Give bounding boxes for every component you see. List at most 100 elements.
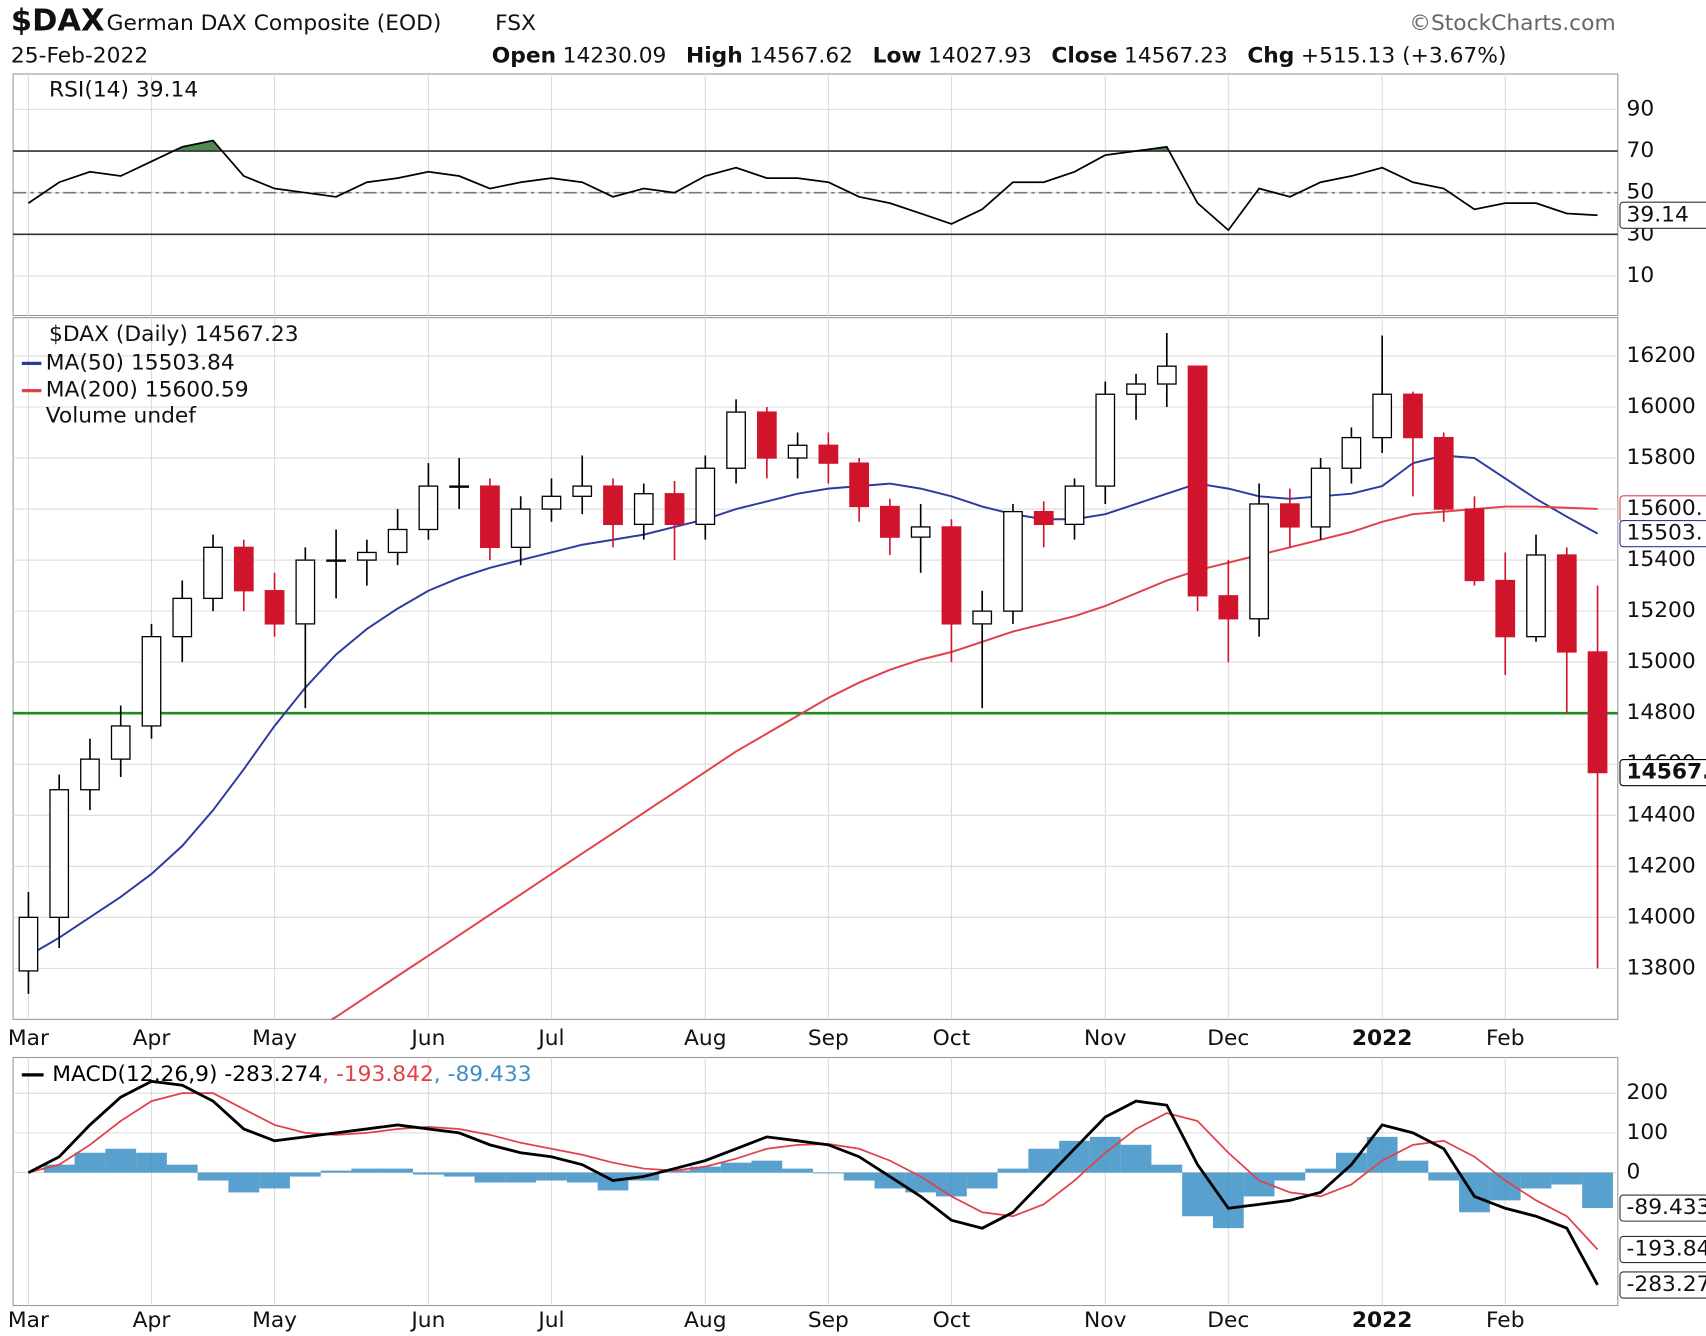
candle-body xyxy=(1403,393,1423,439)
quote-value: 14230.09 xyxy=(563,44,667,69)
histogram-bar xyxy=(1028,1148,1060,1173)
candle-body xyxy=(480,485,500,548)
y-tick-label: 70 xyxy=(1627,138,1655,163)
candle-body xyxy=(1587,651,1608,774)
histogram-bar xyxy=(997,1168,1029,1173)
candle-body xyxy=(1249,503,1269,620)
candle-body xyxy=(1218,595,1239,620)
histogram-bar xyxy=(443,1172,475,1177)
x-tick-label: Feb xyxy=(1486,1026,1525,1051)
candle-body xyxy=(880,505,900,538)
legend-title: RSI(14) 39.14 xyxy=(49,77,198,102)
candle-body xyxy=(1464,508,1485,582)
candle-body xyxy=(787,444,808,459)
x-tick-label: Nov xyxy=(1084,1308,1127,1333)
quote-label: Chg xyxy=(1247,44,1294,69)
quote-label: Low xyxy=(873,44,922,69)
candle-body xyxy=(203,546,223,600)
histogram-bar xyxy=(1551,1172,1583,1185)
candle-body xyxy=(449,485,470,488)
candle-body xyxy=(1095,393,1116,487)
legend-title: $DAX (Daily) 14567.23 xyxy=(49,322,299,347)
histogram-bar xyxy=(1305,1168,1337,1173)
histogram-bar xyxy=(905,1172,937,1193)
x-tick-label: Mar xyxy=(8,1026,49,1051)
rsi-line xyxy=(27,139,1598,232)
histogram-bar xyxy=(320,1170,352,1173)
candle-body xyxy=(1341,436,1362,469)
candle-body xyxy=(1556,554,1577,653)
macd-line xyxy=(27,1079,1599,1286)
candle-body xyxy=(387,528,408,554)
histogram-bar xyxy=(136,1152,167,1173)
histogram-bar xyxy=(74,1152,106,1173)
candle-body xyxy=(1495,579,1516,638)
quote: Open 14230.09 High 14567.62 Low 14027.93 Close… xyxy=(492,44,1507,69)
histogram-bar xyxy=(228,1172,260,1193)
histogram-bar xyxy=(1397,1160,1429,1173)
candle-body xyxy=(141,635,162,727)
candle-body xyxy=(633,493,654,526)
candle-body xyxy=(972,610,993,625)
histogram-bar xyxy=(812,1172,844,1174)
candle-body xyxy=(18,916,39,972)
value-tag-label: 15503. xyxy=(1627,521,1703,546)
histogram-bar xyxy=(1089,1136,1121,1173)
histogram-bar xyxy=(966,1172,998,1189)
panel-frame xyxy=(12,317,1619,1020)
value-tag xyxy=(1619,1194,1706,1222)
value-tag-label: 14567. xyxy=(1627,760,1706,785)
histogram-bar xyxy=(382,1168,414,1173)
histogram-bar xyxy=(566,1172,598,1183)
legend-entry: , -89.433 xyxy=(434,1062,532,1087)
candle-body xyxy=(1279,503,1300,528)
candle-body xyxy=(603,485,623,526)
x-tick-label: Apr xyxy=(133,1026,171,1051)
legend-entry: Volume undef xyxy=(46,404,198,429)
y-tick-label: 14000 xyxy=(1627,904,1696,929)
x-tick-label: Nov xyxy=(1084,1026,1127,1051)
histogram-bar xyxy=(874,1172,906,1189)
histogram-bar xyxy=(1274,1172,1306,1181)
value-tag-label: -283.27 xyxy=(1627,1272,1706,1297)
candle-body xyxy=(1033,510,1054,526)
histogram-bar xyxy=(1059,1140,1090,1173)
quote-value: 14567.62 xyxy=(749,44,853,69)
quote-value: 14567.23 xyxy=(1124,44,1228,69)
histogram-bar xyxy=(1120,1144,1152,1173)
candle-body xyxy=(1310,467,1331,528)
histogram-bar xyxy=(1582,1172,1613,1209)
source: ©StockCharts.com xyxy=(1409,11,1615,36)
value-tag xyxy=(1619,758,1706,787)
candle-body xyxy=(326,559,346,562)
x-tick-label: 2022 xyxy=(1352,1308,1413,1333)
candle-body xyxy=(572,485,593,497)
histogram-bar xyxy=(1520,1172,1552,1189)
legend-entry: MA(50) 15503.84 xyxy=(46,350,235,375)
quote-label: High xyxy=(686,44,743,69)
quote-label: Open xyxy=(492,44,556,69)
candle-body xyxy=(418,485,439,531)
candle-body xyxy=(1156,365,1177,385)
candle-body xyxy=(356,551,377,561)
quote-value: +515.13 (+3.67%) xyxy=(1301,44,1507,69)
x-tick-label: Oct xyxy=(933,1026,971,1051)
candle-body xyxy=(172,597,193,638)
y-tick-label: 16200 xyxy=(1627,343,1696,368)
y-tick-label: 100 xyxy=(1627,1120,1669,1145)
name: German DAX Composite (EOD) xyxy=(107,11,442,36)
y-tick-label: 14400 xyxy=(1627,802,1696,827)
candle-body xyxy=(941,526,962,625)
symbol: $DAX xyxy=(11,3,105,38)
x-tick-label: May xyxy=(252,1026,297,1051)
panel-frame xyxy=(12,73,1619,317)
value-tag xyxy=(1619,1271,1706,1299)
moving-average xyxy=(329,505,1598,1020)
candle-body xyxy=(1064,485,1085,526)
y-tick-label: 14200 xyxy=(1627,853,1696,878)
x-tick-label: Feb xyxy=(1486,1308,1525,1333)
candle-body xyxy=(664,493,685,526)
candle-body xyxy=(1126,383,1146,395)
